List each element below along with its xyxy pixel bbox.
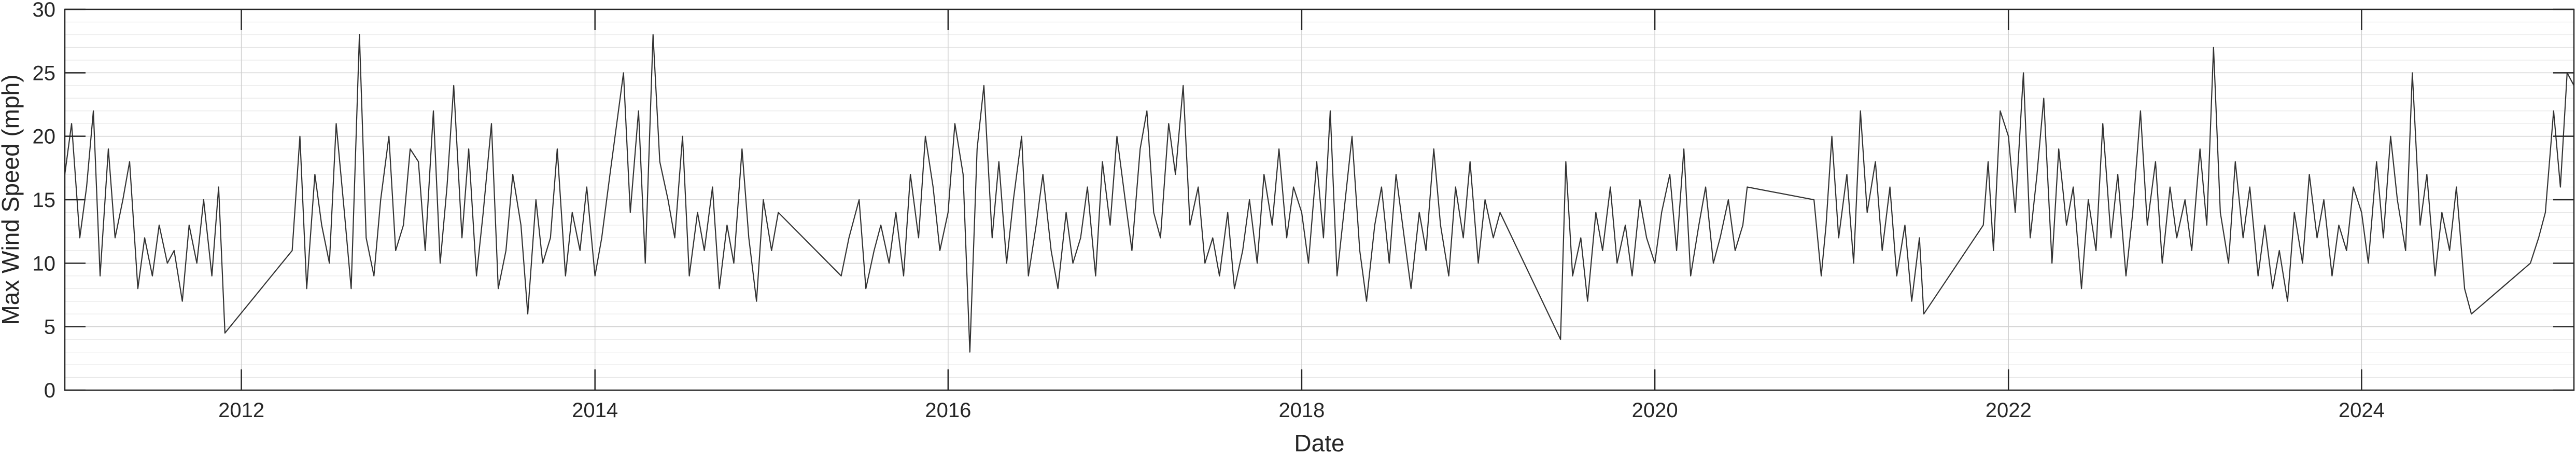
series-layer bbox=[64, 34, 2574, 353]
x-tick-label: 2018 bbox=[1278, 399, 1325, 422]
x-tick-label: 2024 bbox=[2339, 399, 2385, 422]
x-tick-label: 2022 bbox=[1986, 399, 2032, 422]
major-grid bbox=[65, 9, 2574, 390]
tick-marks bbox=[65, 8, 2574, 391]
x-tick-label: 2012 bbox=[218, 399, 264, 422]
x-axis-label: Date bbox=[1294, 430, 1344, 455]
y-tick-label: 30 bbox=[33, 0, 56, 21]
y-tick-label: 15 bbox=[33, 189, 56, 212]
x-tick-labels: 2012 2014 2016 2018 2020 2022 2024 bbox=[218, 399, 2385, 422]
y-tick-label: 25 bbox=[33, 62, 56, 85]
y-tick-labels: 0 5 10 15 20 25 30 bbox=[33, 0, 56, 402]
x-tick-label: 2014 bbox=[572, 399, 618, 422]
y-tick-label: 20 bbox=[33, 126, 56, 148]
y-tick-label: 5 bbox=[44, 316, 55, 339]
y-tick-label: 0 bbox=[44, 379, 55, 402]
x-tick-label: 2020 bbox=[1632, 399, 1678, 422]
x-tick-label: 2016 bbox=[925, 399, 971, 422]
wind-speed-series-line bbox=[64, 34, 2574, 353]
y-axis-label: Max Wind Speed (mph) bbox=[0, 74, 24, 325]
y-tick-label: 10 bbox=[33, 252, 56, 275]
